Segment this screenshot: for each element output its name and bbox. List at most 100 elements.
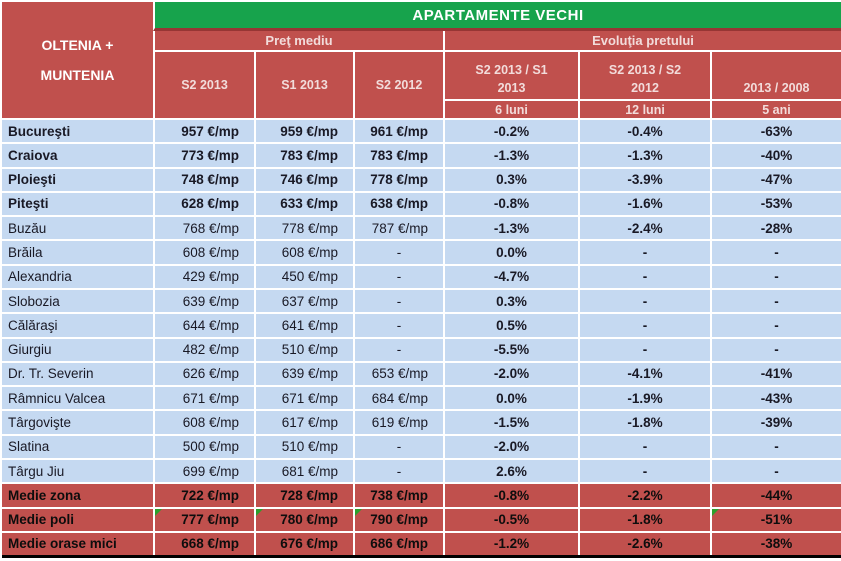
price-cell: 619 €/mp	[353, 411, 443, 434]
table-row: Slatina 500 €/mp 510 €/mp - -2.0% - -	[2, 435, 841, 460]
evolution-cell: -	[710, 435, 841, 458]
price-cell: -	[353, 435, 443, 458]
evolution-cell: -1.5%	[443, 411, 578, 434]
price-cell: 671 €/mp	[153, 387, 254, 410]
evolution-cell: -5.5%	[443, 338, 578, 361]
col-header-ratio-2013-2008: 2013 / 2008	[710, 52, 841, 101]
evolution-cell: -	[578, 338, 710, 361]
city-cell: Ploieşti	[2, 168, 153, 191]
city-cell: Giurgiu	[2, 338, 153, 361]
price-cell: 681 €/mp	[254, 459, 353, 483]
evolution-cell: -4.1%	[578, 362, 710, 386]
evolution-cell: -0.8%	[443, 484, 578, 507]
evolution-cell: 0.0%	[443, 387, 578, 410]
evolution-cell: -1.8%	[578, 411, 710, 434]
table-body: Bucureşti 957 €/mp 959 €/mp 961 €/mp -0.2% -0…	[2, 120, 841, 558]
price-cell: 787 €/mp	[353, 217, 443, 240]
evolution-cell: -	[578, 241, 710, 264]
price-cell: 639 €/mp	[254, 362, 353, 386]
col-header-ratio-s2-2013-s2-2012: S2 2013 / S2 2012	[578, 52, 710, 101]
table-row: Buzău 768 €/mp 778 €/mp 787 €/mp -1.3% -2.4% -…	[2, 217, 841, 242]
evolution-cell: -41%	[710, 362, 841, 386]
price-cell: 608 €/mp	[153, 241, 254, 264]
city-cell: Piteşti	[2, 192, 153, 216]
evolution-cell: -1.2%	[443, 532, 578, 556]
price-cell: 668 €/mp	[153, 532, 254, 556]
city-cell: Medie poli	[2, 508, 153, 531]
evolution-cell: -	[710, 265, 841, 288]
table-row: Brăila 608 €/mp 608 €/mp -0.0% - -	[2, 241, 841, 266]
evolution-cell: -40%	[710, 144, 841, 167]
price-cell: 780 €/mp	[254, 508, 353, 531]
price-cell: -	[353, 241, 443, 264]
city-cell: Alexandria	[2, 265, 153, 288]
evolution-cell: -53%	[710, 192, 841, 216]
city-cell: Bucureşti	[2, 120, 153, 143]
evolution-cell: -1.3%	[578, 144, 710, 167]
evolution-cell: -1.8%	[578, 508, 710, 531]
table-header: OLTENIA + MUNTENIA APARTAMENTE VECHI Pre…	[2, 2, 841, 118]
city-cell: Craiova	[2, 144, 153, 167]
table-row: Craiova 773 €/mp 783 €/mp 783 €/mp -1.3% -1.3…	[2, 144, 841, 169]
price-cell: 957 €/mp	[153, 120, 254, 143]
price-cell: 778 €/mp	[353, 168, 443, 191]
table-row: Dr. Tr. Severin 626 €/mp 639 €/mp 653 €/mp -…	[2, 362, 841, 388]
price-cell: 500 €/mp	[153, 435, 254, 458]
price-cell: 768 €/mp	[153, 217, 254, 240]
price-cell: 641 €/mp	[254, 314, 353, 337]
col-header-12-luni: 12 luni	[578, 101, 710, 118]
evolution-cell: -51%	[710, 508, 841, 531]
evolution-cell: 0.5%	[443, 314, 578, 337]
city-cell: Medie orase mici	[2, 532, 153, 556]
evolution-cell: -	[710, 314, 841, 337]
price-cell: 783 €/mp	[254, 144, 353, 167]
evolution-cell: -2.4%	[578, 217, 710, 240]
price-cell: 959 €/mp	[254, 120, 353, 143]
price-cell: 746 €/mp	[254, 168, 353, 191]
evolution-cell: -44%	[710, 484, 841, 507]
price-cell: 450 €/mp	[254, 265, 353, 288]
cell-flag-icon	[155, 508, 162, 516]
col-header-s2-2012: S2 2012	[353, 52, 443, 118]
price-cell: 790 €/mp	[353, 508, 443, 531]
table-row: Ploieşti 748 €/mp 746 €/mp 778 €/mp 0.3% -3.9…	[2, 168, 841, 193]
summary-row: Medie orase mici 668 €/mp 676 €/mp 686 €/mp…	[2, 532, 841, 556]
price-cell: 738 €/mp	[353, 484, 443, 507]
price-cell: 783 €/mp	[353, 144, 443, 167]
evolution-cell: -28%	[710, 217, 841, 240]
table-row: Slobozia 639 €/mp 637 €/mp -0.3% - -	[2, 289, 841, 315]
evolution-cell: -1.6%	[578, 192, 710, 216]
price-cell: 644 €/mp	[153, 314, 254, 337]
table-row: Târgovişte 608 €/mp 617 €/mp 619 €/mp -1.5% -…	[2, 411, 841, 436]
city-cell: Buzău	[2, 217, 153, 240]
price-cell: -	[353, 459, 443, 483]
col-header-s1-2013: S1 2013	[254, 52, 353, 118]
evolution-cell: -	[710, 241, 841, 264]
evolution-cell: -4.7%	[443, 265, 578, 288]
evolution-cell: 2.6%	[443, 459, 578, 483]
table-row: Râmnicu Valcea 671 €/mp 671 €/mp 684 €/mp 0.…	[2, 387, 841, 412]
evolution-cell: -2.2%	[578, 484, 710, 507]
evolution-cell: -38%	[710, 532, 841, 556]
price-cell: -	[353, 289, 443, 313]
evolution-cell: -2.0%	[443, 362, 578, 386]
city-cell: Târgu Jiu	[2, 459, 153, 483]
price-cell: 637 €/mp	[254, 289, 353, 313]
table-row: Târgu Jiu 699 €/mp 681 €/mp -2.6% - -	[2, 459, 841, 485]
price-cell: 653 €/mp	[353, 362, 443, 386]
evolution-cell: -47%	[710, 168, 841, 191]
price-cell: 961 €/mp	[353, 120, 443, 143]
evolution-cell: -2.0%	[443, 435, 578, 458]
price-cell: 777 €/mp	[153, 508, 254, 531]
summary-row: Medie zona 722 €/mp 728 €/mp 738 €/mp -0.8% -…	[2, 484, 841, 509]
region-header: OLTENIA + MUNTENIA	[2, 2, 153, 118]
city-cell: Călăraşi	[2, 314, 153, 337]
price-cell: 510 €/mp	[254, 338, 353, 361]
evolution-cell: -	[578, 314, 710, 337]
evolution-cell: -1.3%	[443, 217, 578, 240]
evolution-cell: -	[578, 435, 710, 458]
price-cell: 671 €/mp	[254, 387, 353, 410]
table-title: APARTAMENTE VECHI	[153, 2, 841, 31]
price-cell: 638 €/mp	[353, 192, 443, 216]
price-cell: 699 €/mp	[153, 459, 254, 483]
